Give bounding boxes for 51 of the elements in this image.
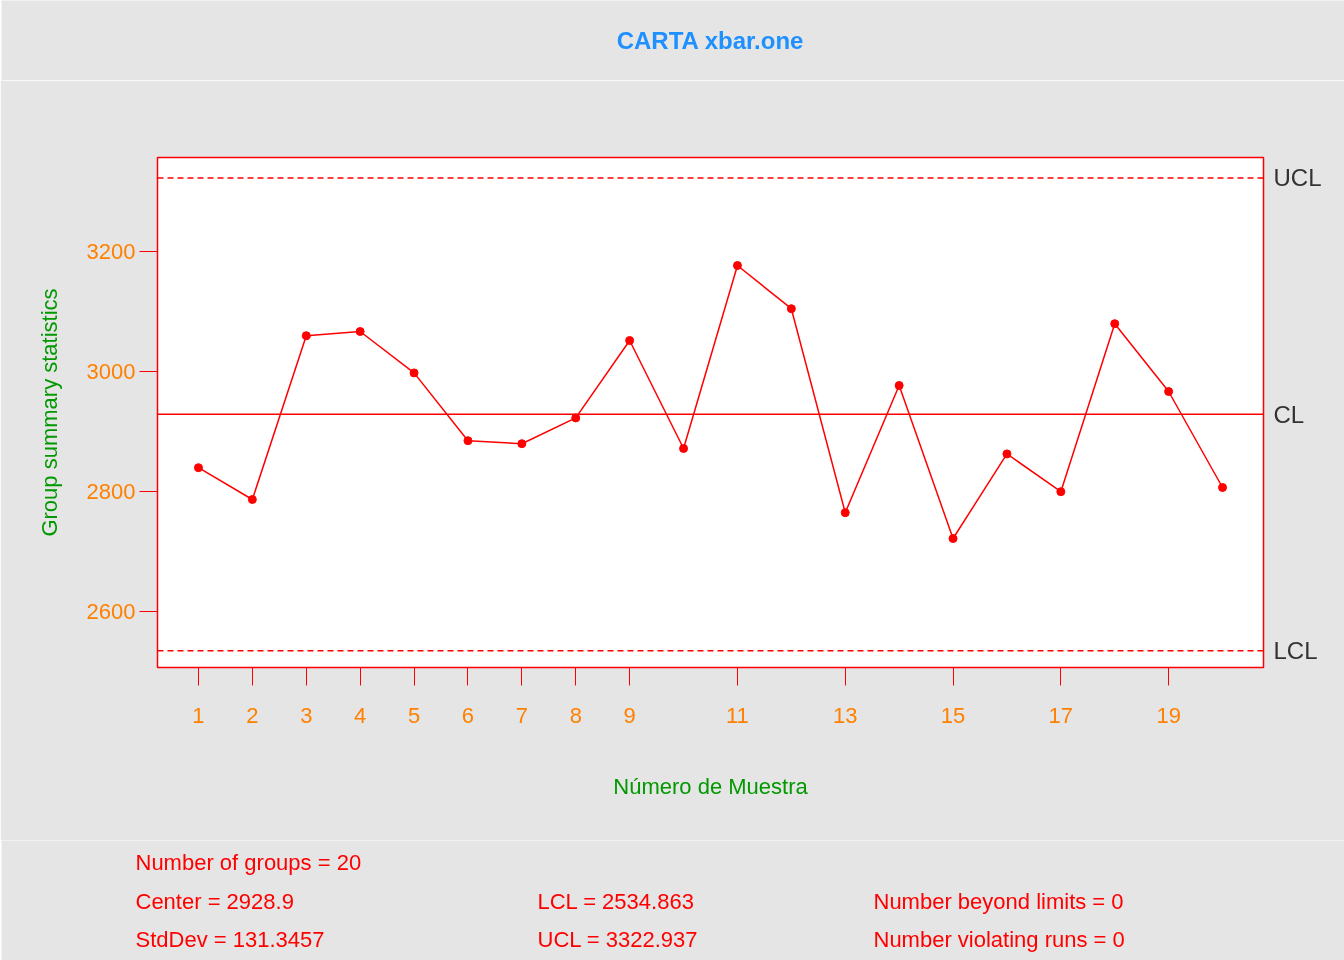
- ref-line-label: UCL: [1273, 164, 1322, 192]
- x-tick-label: 17: [1048, 702, 1074, 728]
- point: [301, 331, 311, 341]
- point: [409, 368, 419, 378]
- text: Number of groups = 20: [135, 850, 362, 875]
- x-tick-label: 4: [354, 702, 367, 728]
- point: [1002, 449, 1012, 459]
- x-tick-label: 6: [461, 702, 475, 728]
- x-axis-title: Número de Muestra: [613, 773, 809, 799]
- text: UCL = 3322.937: [537, 927, 698, 952]
- x-tick-label: 15: [940, 702, 966, 728]
- x-tick-label: 19: [1156, 702, 1181, 728]
- y-axis-title: Group summary statistics: [36, 288, 62, 537]
- point: [786, 304, 796, 314]
- x-tick-label: 2: [246, 702, 259, 728]
- y-tick-label: 3200: [86, 239, 136, 265]
- point: [840, 508, 850, 518]
- text: Number beyond limits = 0: [873, 889, 1124, 914]
- point: [1164, 387, 1174, 396]
- point: [247, 495, 257, 504]
- point: [355, 327, 365, 336]
- x-tick-label: 11: [726, 702, 749, 728]
- ref-line-label: LCL: [1273, 637, 1318, 665]
- chart-title: CARTA xbar.one: [616, 27, 804, 54]
- point: [732, 261, 742, 270]
- y-tick-label: 2600: [86, 599, 136, 625]
- y-tick-label: 2800: [86, 479, 136, 505]
- x-tick-label: 5: [407, 702, 421, 728]
- point: [948, 534, 958, 543]
- point: [679, 444, 689, 453]
- point: [1056, 487, 1066, 497]
- x-tick-label: 1: [192, 702, 205, 728]
- x-tick-label: 3: [300, 702, 313, 728]
- ref-line-label: CL: [1273, 400, 1305, 428]
- point: [1218, 483, 1228, 492]
- x-tick-label: 9: [623, 702, 636, 728]
- x-tick-label: 8: [569, 702, 582, 728]
- text: LCL = 2534.863: [537, 889, 694, 914]
- text: Number violating runs = 0: [873, 927, 1125, 952]
- x-tick-label: 13: [833, 702, 858, 728]
- text: Center = 2928.9: [135, 889, 294, 914]
- point: [1110, 319, 1120, 329]
- point: [463, 436, 473, 446]
- point: [571, 413, 581, 423]
- point: [193, 463, 203, 473]
- point: [517, 439, 527, 449]
- text: StdDev = 131.3457: [135, 927, 325, 952]
- point: [625, 336, 635, 345]
- y-tick-label: 3000: [86, 359, 136, 385]
- point: [894, 381, 904, 390]
- x-tick-label: 7: [515, 702, 528, 728]
